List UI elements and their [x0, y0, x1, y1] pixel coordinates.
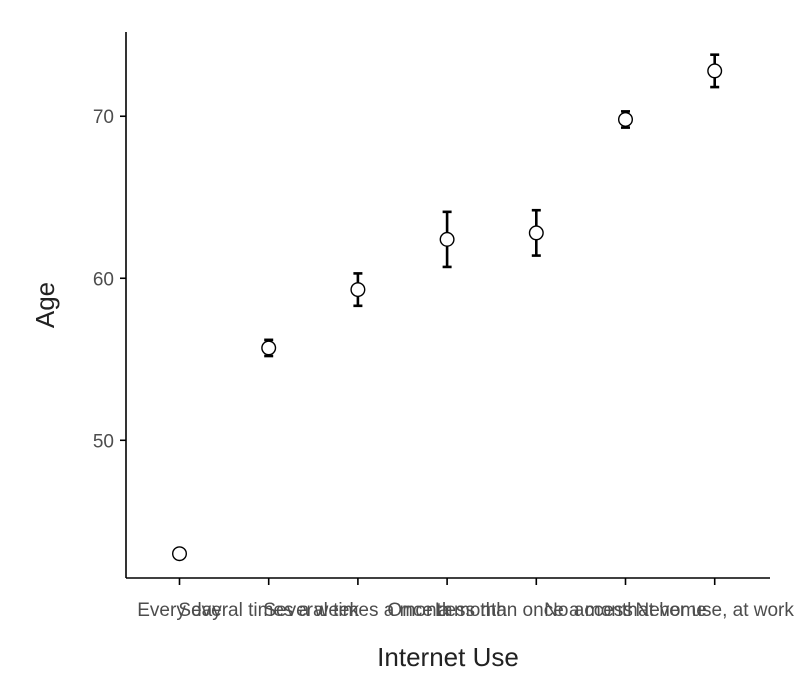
y-tick-label: 50 — [93, 431, 114, 452]
x-tick-label: No access at home — [544, 600, 707, 621]
data-point — [528, 225, 544, 241]
y-axis-ticks: 50 60 70 — [93, 107, 126, 452]
data-point — [261, 340, 277, 356]
data-point — [171, 546, 187, 562]
data-point — [439, 231, 455, 247]
x-tick-label: Several times a month — [263, 600, 452, 621]
x-tick-label: Less than once a month — [435, 600, 638, 621]
x-tick-label: Once a month — [387, 600, 506, 621]
y-tick-label: 60 — [93, 269, 114, 290]
y-tick-label: 70 — [93, 107, 114, 128]
y-axis-title: Age — [30, 282, 60, 328]
data-point — [707, 63, 723, 79]
x-tick-label: Every day — [137, 600, 222, 621]
data-point — [618, 111, 634, 127]
x-tick-label: Several times a week — [178, 600, 359, 621]
data-marks — [171, 53, 723, 562]
data-point — [350, 282, 366, 298]
x-tick-label: Never use, at work — [635, 600, 794, 621]
x-axis-title: Internet Use — [377, 642, 519, 672]
